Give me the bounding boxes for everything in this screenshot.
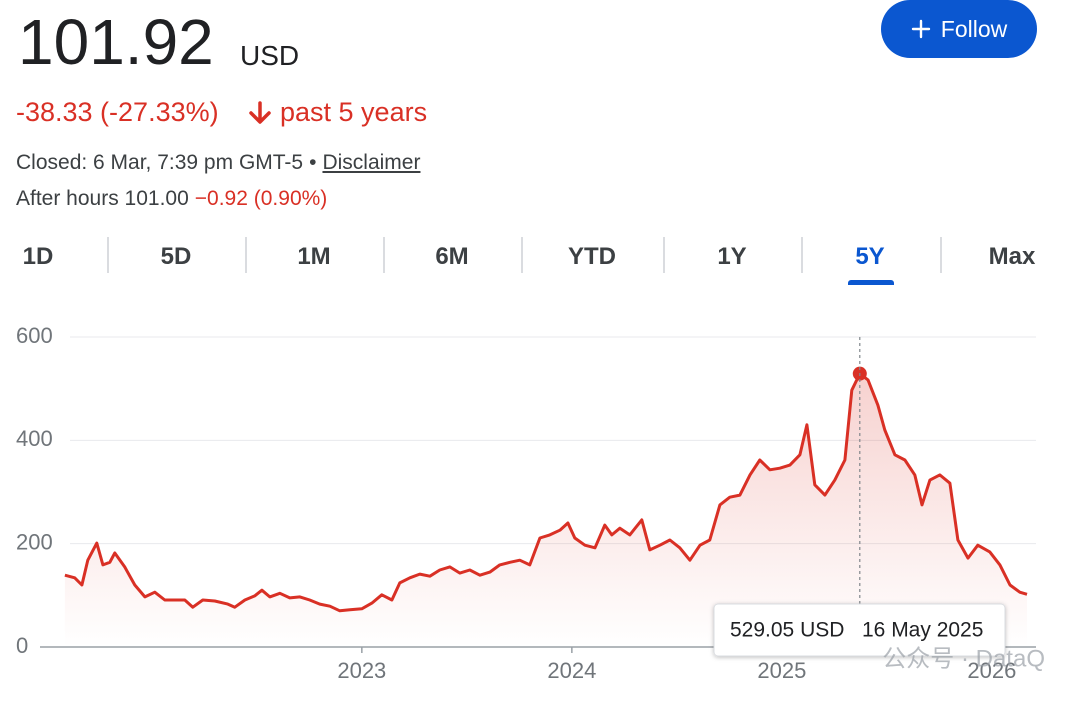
currency: USD — [240, 40, 300, 71]
x-tick-label: 2023 — [337, 658, 386, 683]
tab-separator — [107, 237, 109, 273]
after-hours: After hours 101.00 −0.92 (0.90%) — [16, 186, 327, 212]
after-hours-change: −0.92 (0.90%) — [194, 187, 328, 210]
after-hours-price: After hours 101.00 — [16, 187, 189, 210]
range-tab[interactable]: 1Y — [717, 243, 747, 270]
disclaimer-link[interactable]: Disclaimer — [322, 151, 421, 174]
tab-separator — [801, 237, 803, 273]
active-tab-indicator — [848, 280, 894, 285]
tab-separator — [663, 237, 665, 273]
tooltip-value: 529.05 USD — [730, 619, 844, 642]
range-tab[interactable]: 6M — [435, 243, 469, 270]
tab-separator — [940, 237, 942, 273]
price-change: -38.33 (-27.33%) — [16, 97, 219, 127]
tab-separator — [521, 237, 523, 273]
y-tick-label: 600 — [16, 323, 53, 348]
x-tick-label: 2024 — [547, 658, 596, 683]
follow-label: Follow — [940, 15, 1008, 42]
period-label: past 5 years — [280, 97, 428, 127]
range-tab[interactable]: 5D — [160, 243, 192, 270]
separator: • — [309, 151, 317, 174]
x-tick-label: 2026 — [967, 658, 1016, 683]
y-tick-label: 200 — [16, 529, 53, 554]
range-tab[interactable]: YTD — [568, 243, 616, 270]
down-arrow-icon — [249, 101, 271, 124]
tooltip-date: 16 May 2025 — [862, 619, 983, 642]
follow-button[interactable]: Follow — [881, 0, 1037, 58]
tab-separator — [383, 237, 385, 273]
range-tab[interactable]: 5Y — [855, 243, 885, 270]
price-area — [64, 373, 1027, 647]
x-tick-label: 2025 — [757, 658, 806, 683]
plus-icon — [911, 19, 930, 39]
close-info: Closed: 6 Mar, 7:39 pm GMT-5 • Disclaimer — [16, 150, 420, 176]
range-tab[interactable]: 1D — [22, 243, 54, 270]
y-tick-label: 400 — [16, 426, 53, 451]
y-tick-label: 0 — [16, 633, 28, 658]
range-tab[interactable]: 1M — [297, 243, 331, 270]
tooltip-box — [713, 603, 1006, 657]
range-tab[interactable]: Max — [988, 243, 1036, 270]
price: 101.92 — [18, 6, 214, 78]
close-time: Closed: 6 Mar, 7:39 pm GMT-5 — [16, 151, 304, 174]
watermark: 公众号 · DataQ — [882, 645, 1045, 672]
price-line — [64, 372, 1028, 613]
tab-separator — [245, 237, 247, 273]
